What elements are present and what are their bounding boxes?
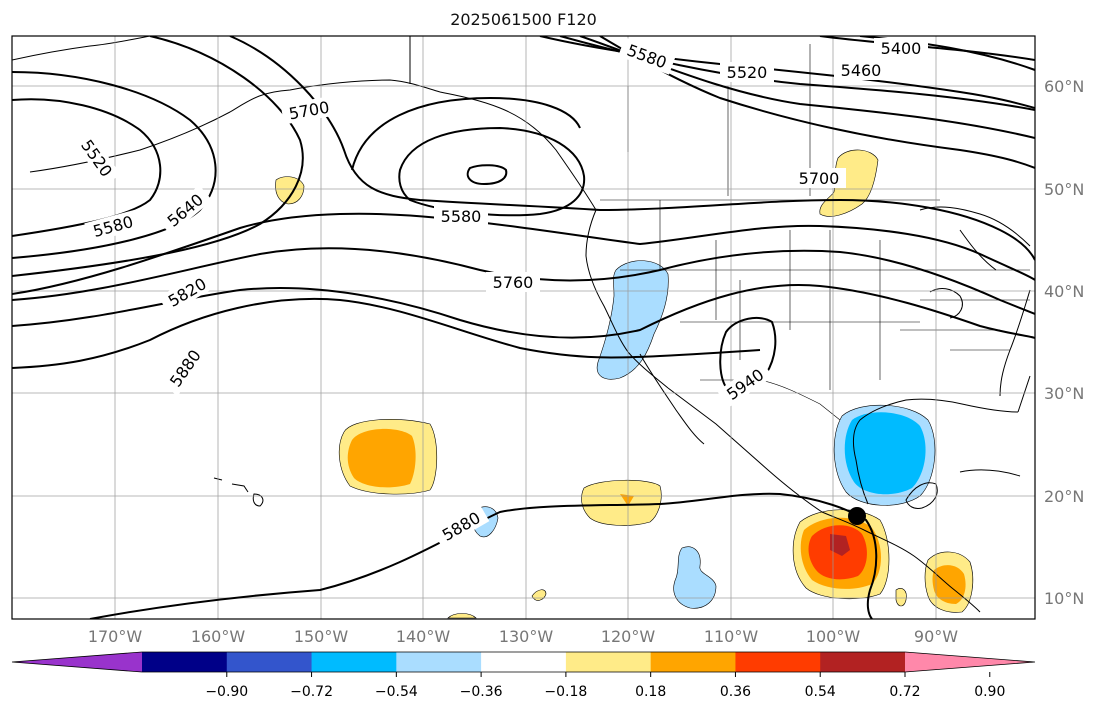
map-plot-area: 5400 5460 5520 5580 5700 5640 5520 5580 … bbox=[12, 36, 1035, 619]
positive-anomaly-region bbox=[581, 479, 662, 526]
colorbar-tick-label: −0.90 bbox=[205, 684, 248, 700]
contour-label: 5400 bbox=[881, 39, 922, 58]
colorbar-outline bbox=[11, 651, 1036, 673]
lat-label: 60°N bbox=[1044, 77, 1084, 96]
colorbar-tick-label: 0.90 bbox=[974, 684, 1005, 700]
lat-label: 10°N bbox=[1044, 589, 1084, 608]
colorbar-tick-label: −0.18 bbox=[544, 684, 587, 700]
lon-label: 140°W bbox=[396, 627, 451, 646]
colorbar: −0.90 −0.72 −0.54 −0.36 −0.18 0.18 0.36 0.54 0.7… bbox=[11, 651, 1036, 700]
lon-label: 130°W bbox=[499, 627, 554, 646]
lat-label: 20°N bbox=[1044, 487, 1084, 506]
contour-line bbox=[89, 492, 878, 619]
latitude-axis: 10°N 20°N 30°N 40°N 50°N 60°N bbox=[1044, 77, 1084, 608]
colorbar-segment bbox=[565, 652, 652, 672]
contour-line bbox=[12, 247, 1035, 315]
contour-line bbox=[12, 297, 761, 369]
colorbar-segment bbox=[226, 652, 313, 672]
contour-line bbox=[12, 212, 1035, 295]
map-frame bbox=[11, 35, 1036, 620]
negative-anomaly-core bbox=[844, 412, 926, 495]
colorbar-tick-label: −0.72 bbox=[290, 684, 333, 700]
negative-anomaly-region bbox=[673, 546, 717, 609]
lat-label: 50°N bbox=[1044, 180, 1084, 199]
colorbar-segment bbox=[142, 652, 228, 672]
lat-label: 40°N bbox=[1044, 282, 1084, 301]
negative-anomaly-region bbox=[596, 260, 669, 380]
positive-anomaly-core bbox=[932, 565, 966, 604]
lon-label: 90°W bbox=[914, 627, 958, 646]
contour-label: 5760 bbox=[493, 273, 534, 292]
lat-label: 30°N bbox=[1044, 384, 1084, 403]
positive-anomaly-core bbox=[620, 494, 634, 506]
colorbar-tick-label: 0.18 bbox=[635, 684, 666, 700]
lon-label: 100°W bbox=[806, 627, 861, 646]
contour-line bbox=[12, 71, 217, 259]
contour-line bbox=[466, 164, 508, 186]
positive-anomaly-peak bbox=[830, 534, 850, 556]
colorbar-tick-label: 0.54 bbox=[805, 684, 836, 700]
contour-label: 5460 bbox=[841, 61, 882, 80]
colorbar-tick-label: 0.36 bbox=[720, 684, 751, 700]
contour-label: 5700 bbox=[799, 169, 840, 188]
colorbar-segment bbox=[311, 652, 397, 672]
lon-label: 160°W bbox=[191, 627, 246, 646]
storm-center-dot bbox=[848, 507, 866, 525]
colorbar-segment bbox=[396, 652, 482, 672]
colorbar-tick-label: −0.54 bbox=[375, 684, 418, 700]
contour-line bbox=[229, 36, 1035, 261]
contour-label: 5580 bbox=[441, 207, 482, 226]
colorbar-segment bbox=[820, 652, 906, 672]
contour-label: 5520 bbox=[727, 63, 768, 82]
lon-label: 150°W bbox=[294, 627, 349, 646]
lon-label: 110°W bbox=[704, 627, 759, 646]
positive-anomaly-region bbox=[447, 613, 477, 619]
map-title: 2025061500 F120 bbox=[450, 10, 597, 29]
positive-anomaly-region bbox=[895, 588, 907, 607]
colorbar-segment bbox=[735, 652, 821, 672]
contour-line bbox=[398, 126, 586, 217]
colorbar-tick-label: −0.36 bbox=[460, 684, 503, 700]
colorbar-extend-high bbox=[905, 652, 1035, 672]
longitude-axis: 170°W 160°W 150°W 140°W 130°W 120°W 110°… bbox=[88, 627, 958, 646]
lon-label: 120°W bbox=[601, 627, 656, 646]
colorbar-segment bbox=[650, 652, 736, 672]
contour-line bbox=[12, 36, 304, 277]
colorbar-tick-label: 0.72 bbox=[889, 684, 920, 700]
contour-line bbox=[12, 283, 1035, 339]
lon-label: 170°W bbox=[88, 627, 143, 646]
anomaly-shading bbox=[275, 149, 974, 619]
contour-line bbox=[351, 96, 581, 171]
positive-anomaly-core bbox=[347, 428, 416, 488]
colorbar-segment bbox=[481, 652, 567, 672]
colorbar-extend-low bbox=[12, 652, 142, 672]
